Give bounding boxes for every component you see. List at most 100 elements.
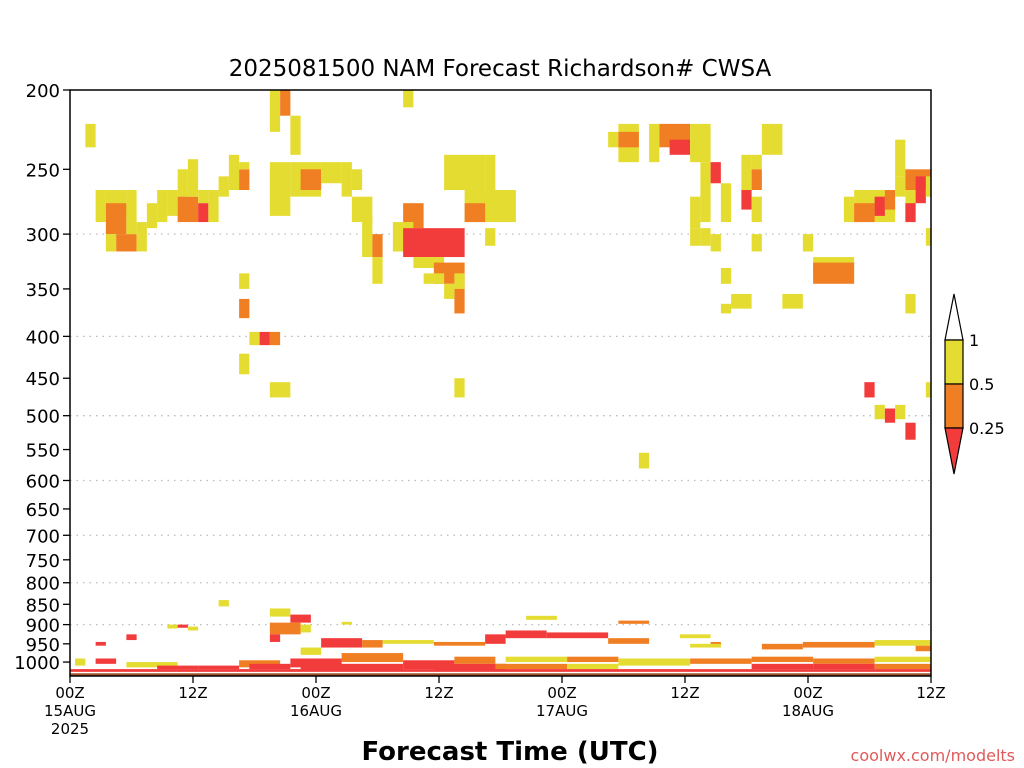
- y-tick-label: 950: [26, 635, 60, 656]
- ri-cell: [259, 331, 270, 346]
- ri-cell: [731, 293, 752, 309]
- ri-cell: [167, 190, 178, 216]
- ri-cell: [874, 656, 931, 663]
- ri-cell: [341, 621, 352, 625]
- chart-title: 2025081500 NAM Forecast Richardson# CWSA: [229, 56, 772, 82]
- ri-cell: [690, 228, 701, 246]
- ri-cell: [925, 228, 931, 246]
- ri-cell: [618, 131, 639, 148]
- y-tick-label: 400: [26, 327, 60, 348]
- legend-swatch-yellow: [944, 339, 964, 385]
- ri-cell: [751, 656, 814, 663]
- x-tick-label: 2025: [51, 720, 89, 738]
- ri-cell: [269, 162, 291, 216]
- legend-bottom-arrow: [944, 427, 964, 475]
- ri-cell: [70, 669, 931, 672]
- ri-cell: [690, 643, 721, 648]
- ri-cell: [649, 123, 660, 163]
- x-tick-label: 00Z: [301, 684, 330, 702]
- y-tick-label: 250: [26, 160, 60, 181]
- ri-cell: [690, 123, 711, 163]
- y-tick-label: 500: [26, 407, 60, 428]
- plot-frame: [69, 89, 932, 677]
- ri-cell: [239, 660, 281, 668]
- ri-cell: [239, 353, 250, 375]
- ground-layer: [70, 673, 931, 676]
- x-axis-label: Forecast Time (UTC): [361, 737, 658, 767]
- ri-cell: [761, 123, 783, 155]
- ri-cell: [433, 663, 506, 671]
- ri-cell: [710, 162, 721, 184]
- ri-cell: [813, 262, 855, 284]
- ri-cell: [126, 634, 137, 641]
- ri-cell: [372, 257, 383, 284]
- ri-cell: [874, 663, 931, 670]
- ri-cell: [177, 624, 188, 628]
- ri-cell: [198, 203, 209, 223]
- ri-cell: [720, 183, 732, 223]
- ri-cell: [116, 234, 137, 252]
- legend-swatch-orange: [944, 383, 964, 429]
- ri-cell: [638, 452, 650, 469]
- ri-cell: [249, 331, 260, 346]
- ri-cell: [802, 234, 814, 252]
- ri-cell: [105, 203, 127, 235]
- ri-cell: [741, 190, 752, 210]
- ri-cell: [321, 638, 363, 648]
- ri-cell: [239, 169, 250, 191]
- ri-cell: [700, 190, 711, 223]
- y-tick-label: 550: [26, 441, 60, 462]
- ri-cell: [403, 203, 424, 229]
- ri-cell: [608, 638, 650, 644]
- ri-cell: [444, 283, 455, 299]
- ri-cell: [741, 154, 752, 191]
- ri-cell: [505, 656, 568, 663]
- ri-cell: [280, 90, 291, 116]
- x-tick-label: 12Z: [916, 684, 945, 702]
- ri-cell: [751, 169, 762, 191]
- ri-cell: [239, 298, 250, 319]
- ri-cell: [300, 169, 322, 191]
- plot-area: [70, 90, 931, 676]
- ri-cell: [95, 658, 117, 664]
- ri-cell: [895, 404, 906, 420]
- ri-cell: [618, 620, 650, 624]
- ri-cell: [454, 283, 465, 314]
- ri-cell: [167, 624, 178, 629]
- ri-cell: [485, 154, 496, 191]
- ri-cell: [782, 293, 803, 309]
- ri-cell: [495, 663, 568, 670]
- ri-cell: [423, 273, 445, 284]
- ri-cell: [403, 228, 465, 258]
- ri-cell: [198, 190, 209, 204]
- legend-label: 0.5: [969, 375, 994, 394]
- x-tick-label: 16AUG: [290, 702, 342, 720]
- ri-cell: [618, 658, 691, 666]
- ri-cell: [895, 176, 906, 197]
- ri-cell: [454, 273, 465, 289]
- legend-top-arrow: [944, 293, 964, 341]
- ri-cell: [485, 228, 496, 246]
- ri-cell: [567, 663, 619, 670]
- ri-cell: [372, 234, 383, 258]
- ri-cell: [300, 624, 311, 633]
- ri-cell: [802, 641, 875, 648]
- ri-cell: [300, 663, 404, 671]
- ri-cell: [351, 169, 363, 191]
- ri-cell: [895, 139, 906, 177]
- ri-cell: [95, 190, 106, 223]
- ri-cell: [403, 660, 455, 670]
- ri-cell: [454, 378, 465, 398]
- x-tick-label: 00Z: [55, 684, 84, 702]
- ri-cell: [505, 630, 547, 639]
- ri-cell: [228, 154, 240, 191]
- ri-cell: [700, 228, 711, 246]
- ri-cell: [187, 159, 199, 197]
- ri-cell: [905, 203, 916, 223]
- y-tick-label: 300: [26, 225, 60, 246]
- ri-cell: [720, 267, 732, 284]
- ri-cell: [362, 640, 383, 648]
- ri-cell: [300, 647, 322, 655]
- ri-cell: [239, 162, 250, 170]
